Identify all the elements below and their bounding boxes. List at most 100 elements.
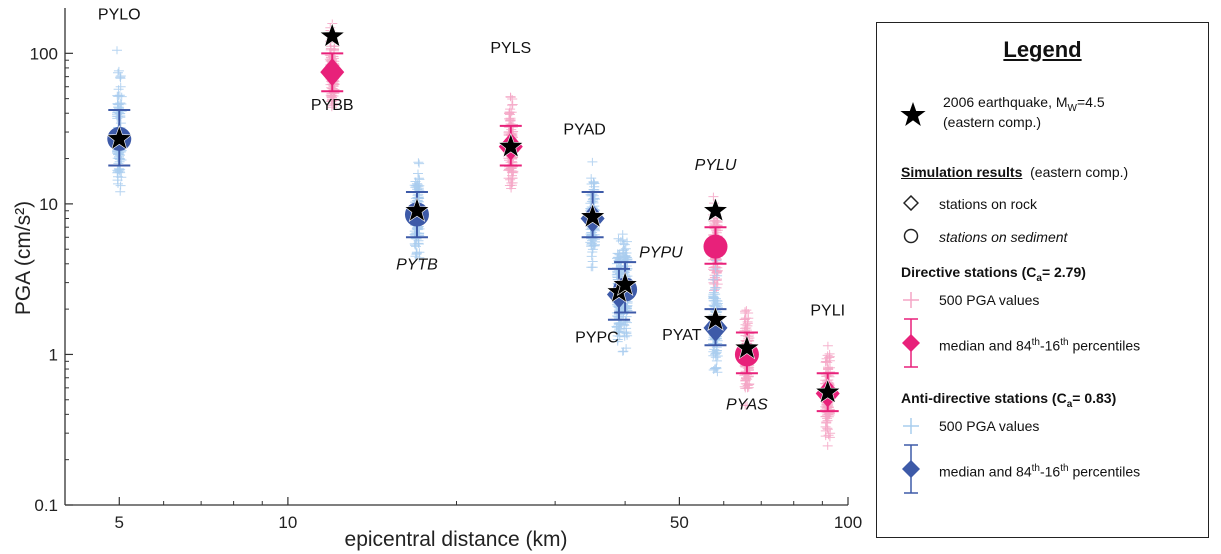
x-tick-label: 50 xyxy=(670,513,689,532)
pga-value-cross xyxy=(506,174,517,183)
pga-value-cross xyxy=(712,368,723,377)
pga-value-cross xyxy=(413,193,424,202)
station-labels: PYLO PYBB PYTB PYLS PYAD PYPC PYPU PYLU PYAT PYAS… xyxy=(98,6,845,413)
pga-value-cross xyxy=(824,353,835,362)
station-label: PYTB xyxy=(396,257,438,274)
pga-value-cross xyxy=(823,364,834,373)
pga-value-cross xyxy=(413,169,423,178)
y-tick-label: 0.1 xyxy=(34,496,58,515)
pga-value-cross xyxy=(329,85,340,94)
station-label: PYPC xyxy=(575,330,619,347)
pga-value-cross xyxy=(329,44,339,53)
pga-value-cross xyxy=(710,265,721,273)
pga-value-cross xyxy=(587,157,598,166)
pga-value-cross xyxy=(413,158,424,167)
station-label: PYBB xyxy=(311,97,354,114)
pga-value-cross xyxy=(414,253,425,262)
pga-value-cross xyxy=(740,376,751,385)
observed-star-icon xyxy=(900,102,926,126)
directive-cross-icon xyxy=(903,292,919,308)
y-axis-label: PGA (cm/s²) xyxy=(12,201,35,315)
pga-value-cross xyxy=(587,245,598,254)
pga-value-cross xyxy=(115,181,126,190)
pga-value-cross xyxy=(504,165,514,174)
observed-star xyxy=(403,196,431,223)
pga-value-cross xyxy=(823,431,834,440)
pga-value-cross xyxy=(503,128,514,137)
pga-value-cross xyxy=(613,249,624,258)
pga-value-cross xyxy=(327,101,338,110)
pga-value-cross xyxy=(712,271,723,280)
pga-value-cross xyxy=(327,93,337,102)
observed-star xyxy=(579,203,606,229)
pga-value-cross xyxy=(619,321,630,330)
pga-value-cross xyxy=(621,324,632,333)
pga-value-cross xyxy=(611,323,622,332)
median-markers xyxy=(107,58,840,408)
pga-value-cross xyxy=(712,352,723,360)
pga-value-cross xyxy=(328,92,339,100)
pga-value-cross xyxy=(116,100,127,108)
pga-value-cross xyxy=(617,230,628,239)
pga-value-cross xyxy=(613,320,624,328)
pga-value-cross xyxy=(113,92,124,100)
station-label: PYLS xyxy=(490,40,531,57)
pga-value-cross xyxy=(820,432,831,441)
pga-value-cross xyxy=(740,309,751,317)
station-label: PYLO xyxy=(98,6,141,23)
pga-value-cross xyxy=(586,263,597,272)
pga-value-cross xyxy=(822,414,833,423)
pga-value-cross xyxy=(112,46,122,55)
pga-value-cross xyxy=(822,441,833,450)
observed-star xyxy=(319,22,346,48)
pga-value-cross xyxy=(411,179,422,188)
pga-value-cross xyxy=(113,66,124,75)
pga-value-cross xyxy=(708,192,719,201)
observed-stars xyxy=(106,22,841,404)
station-label: PYLI xyxy=(810,302,845,319)
pga-value-clouds xyxy=(111,19,836,450)
pga-value-cross xyxy=(112,114,123,123)
station-label: PYPU xyxy=(639,244,683,261)
pga-value-cross xyxy=(113,85,124,94)
legend-antidirective-values-label: 500 PGA values xyxy=(939,418,1040,434)
x-tick-label: 100 xyxy=(834,513,862,532)
y-tick-label: 1 xyxy=(49,345,58,364)
pga-value-cross xyxy=(115,72,126,80)
pga-value-cross xyxy=(712,266,723,275)
pga-value-cross xyxy=(711,356,722,365)
pga-value-cross xyxy=(113,179,123,188)
pga-value-cross xyxy=(586,180,597,188)
legend-observed-line2: (eastern comp.) xyxy=(943,114,1042,130)
pga-value-cross xyxy=(620,244,631,253)
pga-value-cross xyxy=(590,240,600,249)
circle-outline-icon xyxy=(903,228,919,244)
pga-value-cross xyxy=(824,356,835,365)
pga-value-cross xyxy=(113,112,124,121)
median-circle xyxy=(703,234,728,259)
antidirective-median-icon xyxy=(902,444,920,494)
pga-value-cross xyxy=(618,303,629,312)
legend-observed-line1: 2006 earthquake, MW=4.5 xyxy=(943,94,1105,114)
x-tick-label: 10 xyxy=(278,513,297,532)
axis-ticks: 5 10 50 100 0.1 1 10 100 xyxy=(30,44,863,532)
pga-value-cross xyxy=(710,353,721,362)
pga-value-cross xyxy=(825,363,835,372)
pga-value-cross xyxy=(743,383,754,392)
pga-value-cross xyxy=(113,172,123,181)
diamond-outline-icon xyxy=(903,195,919,211)
station-label: PYLU xyxy=(695,157,737,174)
pga-value-cross xyxy=(619,245,629,254)
pga-value-cross xyxy=(507,101,517,110)
median-diamond xyxy=(320,58,345,87)
station-label: PYAT xyxy=(662,327,702,344)
observed-star xyxy=(702,305,729,332)
pga-value-cross xyxy=(621,266,632,275)
plot-frame xyxy=(64,8,848,506)
pga-value-cross xyxy=(711,363,722,372)
observed-star xyxy=(733,334,761,360)
pga-value-cross xyxy=(740,324,751,333)
pga-value-cross xyxy=(506,184,517,193)
percentile-bars xyxy=(108,52,839,413)
